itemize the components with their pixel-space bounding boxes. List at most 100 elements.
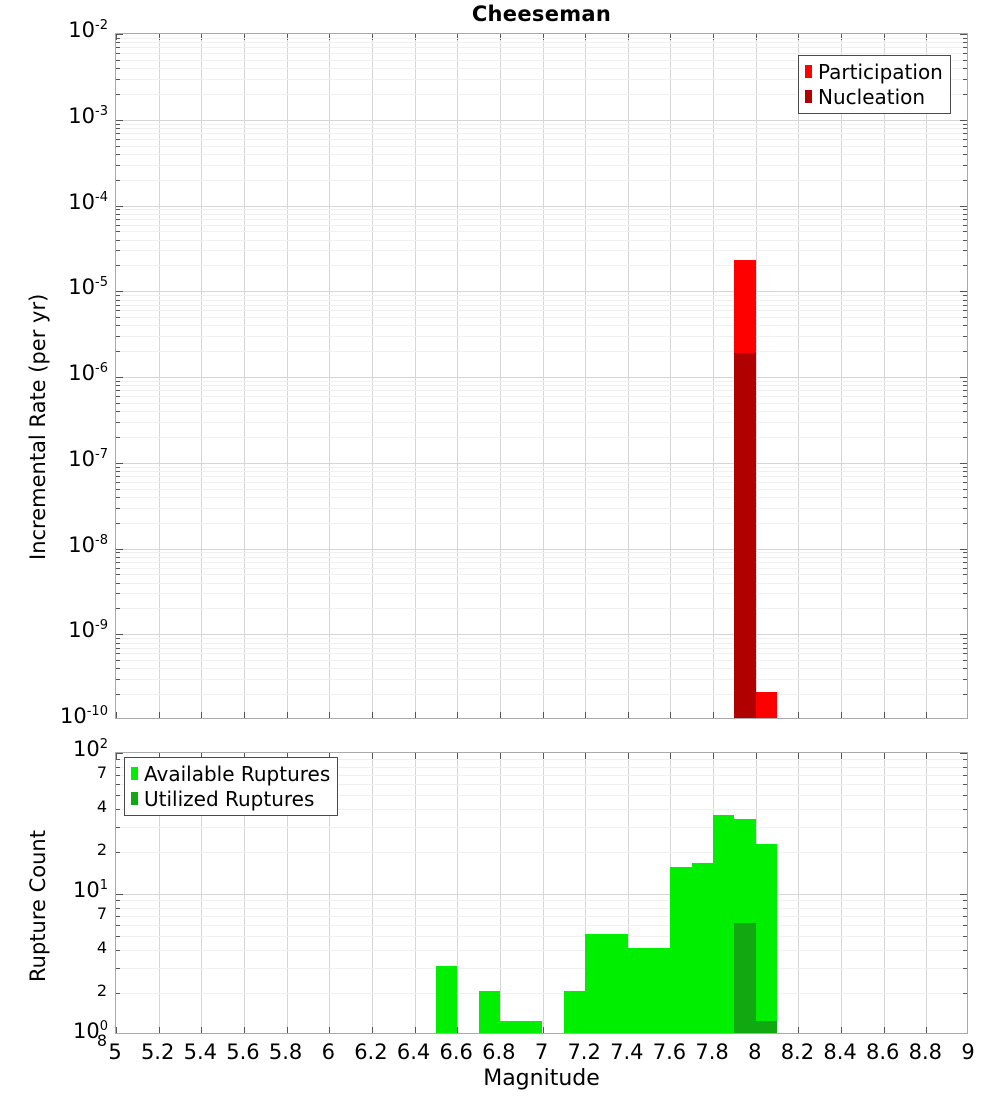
y-gridline [116, 120, 967, 121]
y-minor-gridline [116, 310, 967, 311]
x-tick [628, 712, 629, 718]
y-minor-gridline [116, 574, 967, 575]
y-minor-gridline [116, 214, 967, 215]
y-minor-gridline [116, 562, 967, 563]
y-minor-tick [116, 396, 120, 397]
y-tick [960, 206, 967, 207]
x-gridline [372, 753, 373, 1033]
y-minor-tick [963, 471, 967, 472]
rupture-count-plot-area [115, 752, 968, 1034]
bottom-ytick-label: 101 [10, 878, 108, 902]
y-tick [116, 753, 123, 754]
ytick-mantissa: 8 [96, 1030, 107, 1050]
available-ruptures-bar [670, 867, 692, 1033]
y-minor-gridline [116, 219, 967, 220]
y-minor-gridline [116, 608, 967, 609]
x-gridline [415, 753, 416, 1033]
square-swatch-icon [131, 792, 138, 805]
y-minor-tick [116, 390, 120, 391]
x-tick [287, 753, 288, 759]
legend-item-utilized-ruptures[interactable]: Utilized Ruptures [131, 786, 330, 811]
x-gridline [543, 34, 544, 718]
x-tick [884, 753, 885, 759]
x-tick [628, 34, 629, 40]
y-minor-tick [116, 94, 120, 95]
x-tick [415, 712, 416, 718]
y-minor-tick [116, 250, 120, 251]
available-ruptures-bar [435, 965, 458, 1033]
x-tick [372, 712, 373, 718]
y-minor-tick [116, 231, 120, 232]
y-minor-tick [116, 219, 120, 220]
top-panel-legend: Participation Nucleation [798, 55, 951, 114]
x-gridline [628, 34, 629, 718]
legend-item-participation[interactable]: Participation [805, 59, 943, 84]
y-minor-tick [116, 295, 120, 296]
x-tick [884, 712, 885, 718]
y-minor-tick [116, 660, 120, 661]
x-tick [543, 753, 544, 759]
ytick-mantissa: 10 [68, 275, 96, 300]
y-minor-tick [116, 471, 120, 472]
y-minor-tick [963, 146, 967, 147]
y-minor-tick [116, 968, 120, 969]
x-tick [798, 712, 799, 718]
y-tick [960, 463, 967, 464]
y-minor-tick [116, 79, 120, 80]
x-gridline [329, 34, 330, 718]
y-minor-gridline [116, 38, 967, 39]
ytick-mantissa: 4 [96, 797, 107, 817]
square-swatch-icon [131, 767, 138, 780]
y-minor-gridline [116, 295, 967, 296]
y-minor-tick [963, 668, 967, 669]
y-minor-tick [963, 165, 967, 166]
x-gridline [926, 753, 927, 1033]
y-minor-tick [963, 422, 967, 423]
available-ruptures-bar [563, 990, 586, 1033]
y-minor-tick [116, 139, 120, 140]
y-minor-gridline [116, 42, 967, 43]
ytick-mantissa: 10 [68, 618, 96, 643]
y-minor-tick [116, 648, 120, 649]
y-minor-tick [963, 437, 967, 438]
y-minor-tick [116, 124, 120, 125]
xtick-label: 6.8 [482, 1040, 516, 1064]
y-minor-tick [963, 38, 967, 39]
y-minor-tick [116, 574, 120, 575]
ytick-mantissa: 10 [68, 446, 96, 471]
y-minor-tick [963, 403, 967, 404]
legend-label: Nucleation [818, 84, 926, 109]
x-gridline [201, 753, 202, 1033]
y-minor-tick [116, 411, 120, 412]
legend-item-available-ruptures[interactable]: Available Ruptures [131, 761, 330, 786]
y-minor-tick [963, 950, 967, 951]
y-minor-tick [116, 300, 120, 301]
y-minor-gridline [116, 552, 967, 553]
x-gridline [798, 753, 799, 1033]
y-minor-tick [963, 648, 967, 649]
y-minor-tick [116, 351, 120, 352]
x-tick [159, 34, 160, 40]
top-ytick-label: 10-4 [10, 190, 108, 214]
y-minor-gridline [116, 68, 967, 69]
ytick-exponent: -6 [95, 361, 108, 376]
y-minor-gridline [116, 411, 967, 412]
top-ytick-label: 10-6 [10, 361, 108, 385]
y-minor-gridline [116, 508, 967, 509]
y-minor-tick [116, 467, 120, 468]
x-tick [287, 34, 288, 40]
legend-item-nucleation[interactable]: Nucleation [805, 84, 943, 109]
y-gridline [116, 549, 967, 550]
x-tick [585, 34, 586, 40]
y-minor-tick [963, 79, 967, 80]
y-minor-tick [963, 574, 967, 575]
x-gridline [585, 753, 586, 1033]
xtick-label: 6.2 [354, 1040, 388, 1064]
y-minor-tick [963, 94, 967, 95]
y-gridline [116, 463, 967, 464]
y-tick [960, 377, 967, 378]
x-tick [116, 34, 117, 40]
x-tick [287, 1027, 288, 1033]
xtick-label: 7.2 [567, 1040, 601, 1064]
